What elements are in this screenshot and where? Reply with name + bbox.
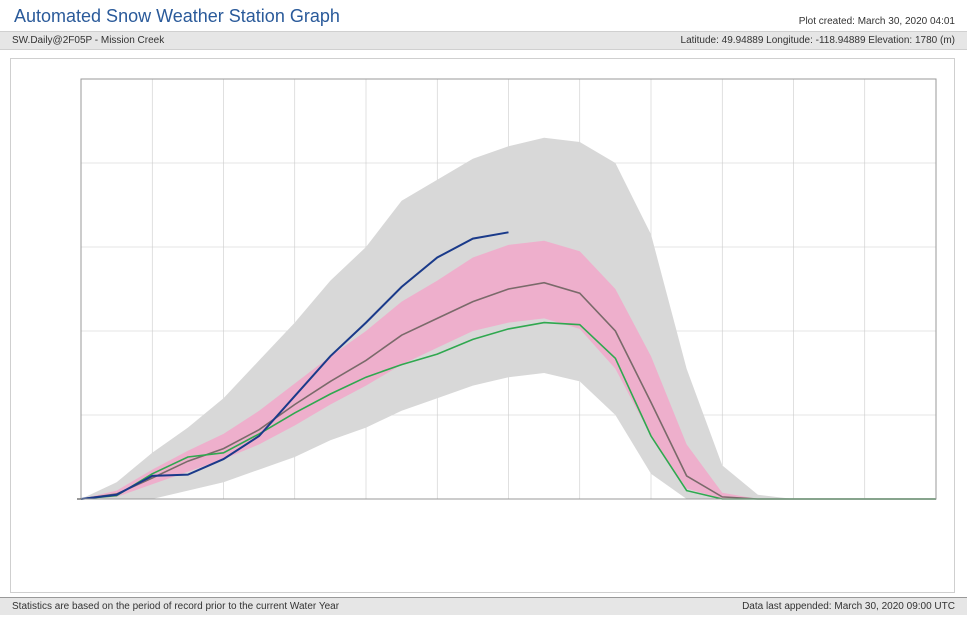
plot-created-label: Plot created: March 30, 2020 04:01 [799, 16, 955, 27]
chart-svg [11, 59, 956, 594]
header: Automated Snow Weather Station Graph Plo… [0, 0, 967, 31]
footer-bar: Statistics are based on the period of re… [0, 597, 967, 615]
chart-box [10, 58, 955, 593]
page-title: Automated Snow Weather Station Graph [14, 6, 340, 27]
station-info-bar: SW.Daily@2F05P - Mission Creek Latitude:… [0, 31, 967, 50]
stats-note: Statistics are based on the period of re… [12, 601, 339, 612]
chart-container [0, 50, 967, 597]
station-id: SW.Daily@2F05P - Mission Creek [12, 35, 164, 46]
station-geo: Latitude: 49.94889 Longitude: -118.94889… [681, 35, 955, 46]
data-appended: Data last appended: March 30, 2020 09:00… [742, 601, 955, 612]
